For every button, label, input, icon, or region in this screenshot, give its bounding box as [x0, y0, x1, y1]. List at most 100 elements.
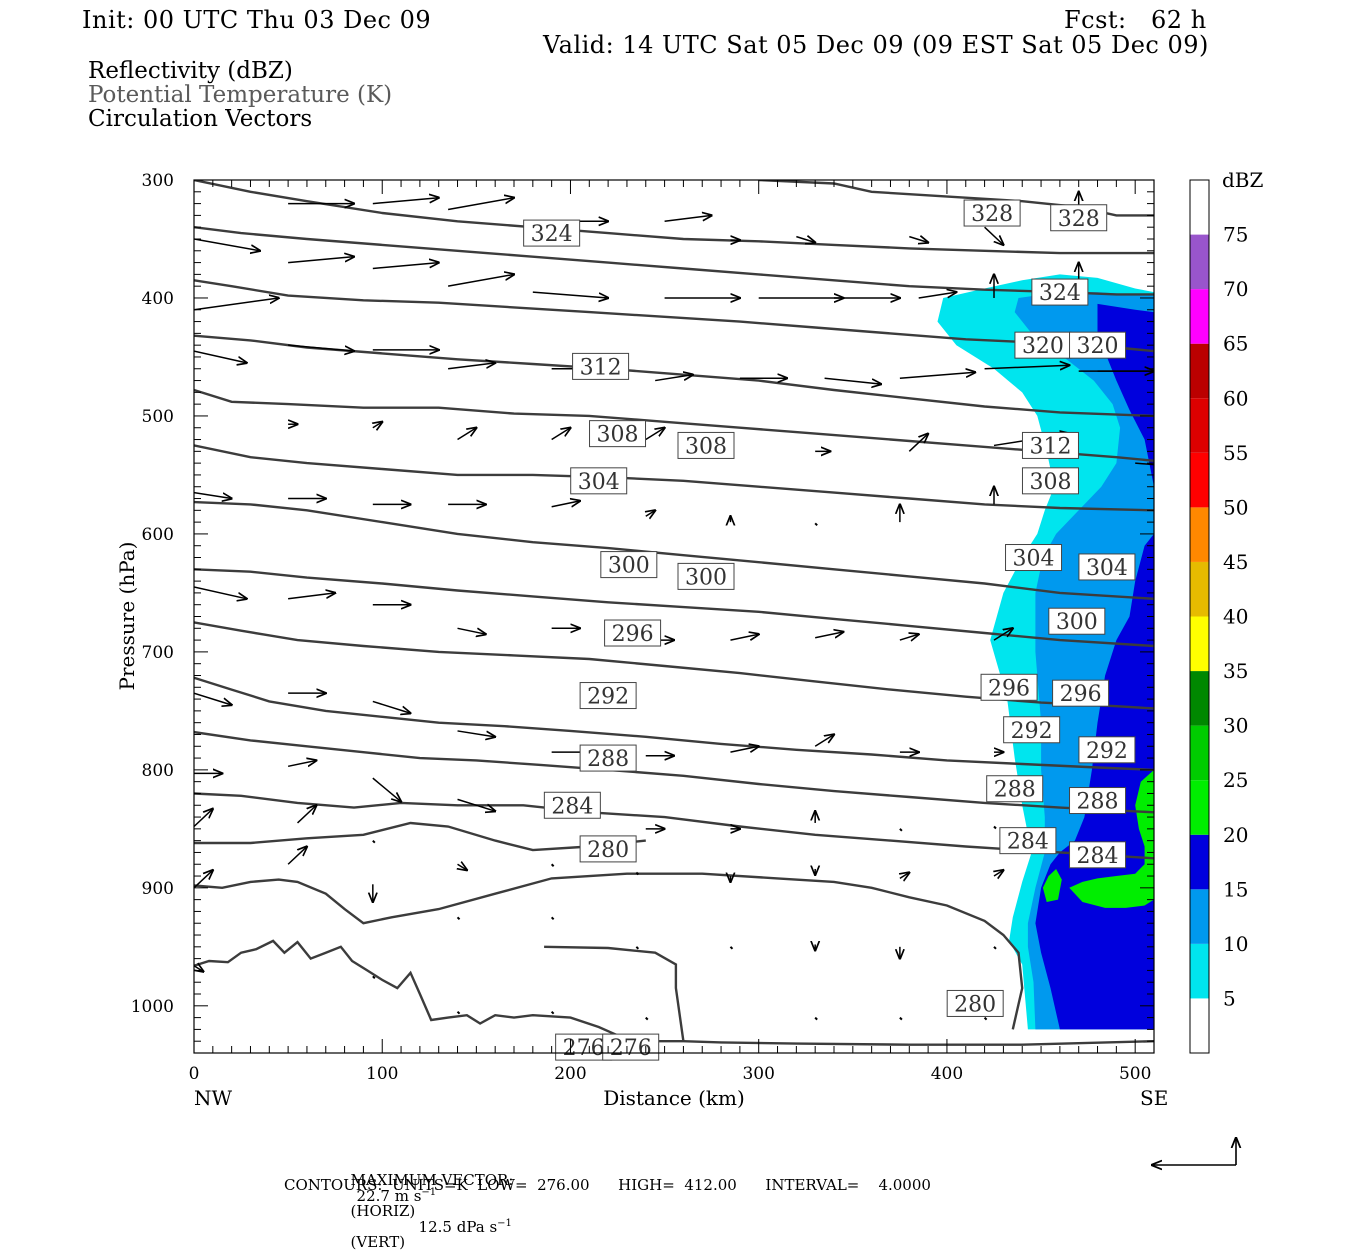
contour-label-292: 292: [1086, 739, 1128, 764]
colorbar-swatch: [1190, 889, 1209, 944]
vector-75: [372, 777, 401, 802]
horiz-unit: (HORIZ): [350, 1202, 416, 1220]
vector-48: [646, 510, 655, 516]
max-vector-label: MAXIMUM VECTOR:: [350, 1171, 514, 1189]
vector-35: [373, 422, 382, 428]
colorbar-label: 10: [1223, 932, 1248, 956]
contour-label-box-284: [543, 791, 601, 819]
colorbar-frame: [1189, 179, 1210, 1054]
vector-60: [815, 632, 843, 638]
contour-label-324: 324: [531, 222, 573, 247]
colorbar-label: 15: [1223, 877, 1248, 901]
theta-contour-280-2: [194, 872, 1024, 1030]
contour-label-box-300: [677, 562, 735, 590]
y-tick-label: 1000: [131, 997, 174, 1017]
y-tick-label: 600: [142, 525, 174, 545]
contour-label-box-276: [602, 1033, 660, 1061]
reference-vector: [1152, 1138, 1236, 1165]
contour-label-284: 284: [551, 794, 593, 819]
vector-97: [550, 916, 555, 921]
y-tick-label: 500: [142, 407, 174, 427]
contour-label-328: 328: [971, 202, 1013, 227]
y-tick-label: 400: [142, 289, 174, 309]
colorbar: 5 10 15 20 25 30 35 40 45 50 55 60 65 70 75: [1189, 179, 1248, 1054]
vector-56: [457, 628, 486, 634]
max-vector-line: MAXIMUM VECTOR: 22.7 m s−1 (HORIZ) 12.5 …: [350, 1171, 514, 1251]
vector-99: [729, 946, 734, 950]
contour-label-box-324: [1031, 278, 1089, 306]
contour-label-284: 284: [1077, 844, 1119, 869]
vector-76: [457, 798, 496, 811]
vector-24: [448, 363, 495, 370]
y-tick-label: 300: [142, 171, 174, 191]
vector-94: [287, 847, 307, 865]
vector-83: [194, 809, 213, 828]
vector-40: [908, 434, 928, 452]
vector-98: [635, 946, 640, 950]
theta-contour-276-0: [194, 939, 1154, 1046]
colorbar-label: 40: [1223, 605, 1248, 629]
vector-104: [372, 975, 376, 980]
vector-85: [372, 839, 376, 844]
contour-label-288: 288: [1077, 790, 1119, 815]
contour-label-box-324: [523, 219, 581, 247]
vector-62: [993, 628, 1013, 641]
vector-21: [194, 298, 279, 311]
vector-108: [814, 1016, 818, 1021]
contour-label-288: 288: [587, 747, 629, 772]
forecast-hour: Fcst: 62 h: [1064, 6, 1207, 34]
vector-102: [993, 946, 997, 950]
colorbar-label: 20: [1223, 823, 1248, 847]
contour-label-280: 280: [587, 838, 629, 863]
colorbar-label: 50: [1223, 495, 1248, 519]
colorbar-swatch: [1190, 725, 1209, 781]
theta-contour-284-4: [194, 792, 1154, 860]
vector-33: [194, 350, 247, 363]
theta-contour-312-11: [194, 388, 1154, 462]
contour-label-box-288: [579, 744, 637, 772]
vector-12: [372, 263, 439, 270]
colorbar-swatch: [1190, 616, 1209, 672]
contour-label-328: 328: [1058, 207, 1100, 232]
contour-label-324: 324: [1039, 281, 1081, 306]
colorbar-swatch: [1190, 998, 1209, 1053]
contour-label-296: 296: [988, 676, 1030, 701]
vector-22: [288, 344, 354, 351]
contour-labels: 276 276 280 280 284 284 284 288 288 288 292 292 292 2…: [523, 199, 1136, 1061]
contour-label-box-308: [589, 420, 647, 448]
contour-label-box-292: [1003, 716, 1061, 744]
contour-label-box-280: [946, 989, 1004, 1017]
contour-label-box-304: [1005, 544, 1063, 572]
contour-label-box-328: [1050, 204, 1108, 232]
contour-label-288: 288: [994, 778, 1036, 803]
contour-label-box-304: [570, 467, 628, 495]
vector-82: [993, 825, 997, 830]
vector-74: [287, 760, 316, 766]
contour-label-304: 304: [1013, 547, 1055, 572]
vector-2: [447, 198, 514, 211]
contour-label-box-292: [579, 682, 637, 710]
colorbar-swatch: [1190, 943, 1209, 999]
contour-label-276: 276: [563, 1036, 605, 1061]
x-tick-label: 500: [1119, 1064, 1151, 1084]
colorbar-swatch: [1190, 343, 1209, 399]
contour-label-312: 312: [580, 355, 622, 380]
vert-max-value: 12.5 dPa s: [418, 1218, 498, 1236]
contour-label-box-312: [1021, 431, 1079, 459]
colorbar-label: 75: [1223, 223, 1248, 247]
x-end-label-se: SE: [1140, 1086, 1168, 1110]
reflectivity-region-20dbz-3: [1069, 769, 1154, 908]
contour-label-box-320: [1069, 331, 1127, 359]
contour-label-276: 276: [610, 1036, 652, 1061]
vector-105: [456, 1011, 461, 1015]
theta-contours: [194, 180, 1154, 1046]
theta-contour-280-3: [194, 821, 646, 852]
vector-63: [194, 692, 232, 705]
vert-unit: (VERT): [350, 1233, 406, 1251]
contour-label-box-280: [579, 835, 637, 863]
contour-label-320: 320: [1077, 334, 1119, 359]
y-tick-label: 900: [142, 879, 174, 899]
y-tick-label: 700: [142, 643, 174, 663]
vector-47: [551, 501, 580, 507]
contour-label-box-284: [999, 827, 1057, 855]
